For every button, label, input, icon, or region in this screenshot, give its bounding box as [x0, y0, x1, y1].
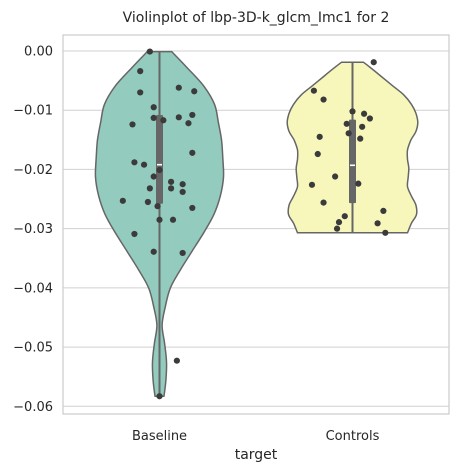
data-point-baseline: [175, 114, 182, 121]
y-tick-label: −0.03: [13, 222, 53, 237]
data-point-controls: [374, 220, 381, 227]
data-point-controls: [335, 219, 343, 226]
y-tick-label: 0.00: [24, 44, 53, 59]
data-point-controls: [333, 225, 341, 232]
data-point-baseline: [119, 197, 126, 204]
data-point-controls: [370, 59, 377, 66]
data-point-controls: [314, 150, 321, 158]
data-point-baseline: [131, 159, 138, 166]
y-tick-label: −0.04: [13, 281, 53, 296]
data-point-baseline: [150, 248, 157, 255]
data-point-baseline: [160, 117, 167, 124]
data-point-controls: [359, 123, 366, 130]
data-point-baseline: [129, 121, 136, 128]
data-point-baseline: [191, 88, 198, 95]
data-point-baseline: [189, 111, 196, 119]
x-axis-label: target: [235, 447, 278, 463]
data-point-controls: [332, 173, 339, 180]
chart-title: Violinplot of lbp-3D-k_glcm_Imc1 for 2: [123, 10, 390, 26]
strip-points: [119, 48, 389, 400]
x-tick-label: Controls: [326, 429, 380, 444]
violin-bodies: [94, 50, 419, 397]
data-point-controls: [341, 213, 348, 220]
data-point-baseline: [156, 216, 163, 223]
data-point-baseline: [131, 230, 138, 238]
data-point-baseline: [156, 393, 163, 400]
y-tick-label: −0.01: [13, 104, 53, 119]
x-tick-labels: Baseline Controls: [132, 429, 380, 444]
data-point-controls: [308, 181, 316, 188]
data-point-baseline: [144, 198, 152, 206]
data-point-baseline: [189, 149, 196, 156]
data-point-baseline: [137, 89, 144, 96]
data-point-baseline: [150, 173, 157, 180]
data-point-controls: [343, 120, 350, 127]
data-point-baseline: [175, 84, 182, 91]
x-tick-label: Baseline: [132, 429, 187, 444]
data-point-controls: [357, 135, 364, 142]
data-point-controls: [360, 110, 368, 117]
data-point-controls: [316, 133, 323, 140]
data-point-baseline: [167, 178, 175, 185]
data-point-baseline: [169, 216, 177, 223]
box-controls: [349, 119, 356, 204]
data-point-baseline: [179, 181, 186, 188]
data-point-baseline: [179, 249, 186, 257]
data-point-controls: [382, 229, 389, 236]
data-point-baseline: [154, 203, 161, 210]
data-point-controls: [380, 207, 387, 214]
data-point-baseline: [137, 68, 144, 75]
data-point-baseline: [173, 357, 180, 364]
data-point-baseline: [150, 104, 157, 111]
data-point-baseline: [150, 114, 157, 122]
data-point-controls: [345, 130, 352, 137]
data-point-baseline: [179, 188, 186, 196]
box-baseline: [156, 114, 163, 204]
data-point-controls: [349, 108, 356, 115]
plot-frame: [62, 34, 450, 415]
data-point-baseline: [146, 185, 153, 192]
data-point-baseline: [156, 166, 163, 174]
data-point-baseline: [185, 120, 192, 127]
data-point-baseline: [189, 204, 196, 212]
data-point-controls: [320, 199, 327, 206]
y-tick-label: −0.05: [13, 341, 53, 356]
data-point-baseline: [140, 161, 148, 168]
data-point-controls: [366, 115, 373, 122]
data-point-baseline: [146, 48, 153, 55]
data-point-controls: [310, 87, 317, 94]
data-point-controls: [320, 96, 327, 103]
y-tick-label: −0.06: [13, 400, 53, 415]
y-tick-label: −0.02: [13, 163, 53, 178]
data-point-controls: [355, 180, 362, 187]
data-point-baseline: [167, 185, 175, 192]
y-tick-labels: 0.00 −0.01 −0.02 −0.03 −0.04 −0.05 −0.06: [13, 44, 53, 414]
inner-boxplots: [156, 51, 356, 397]
